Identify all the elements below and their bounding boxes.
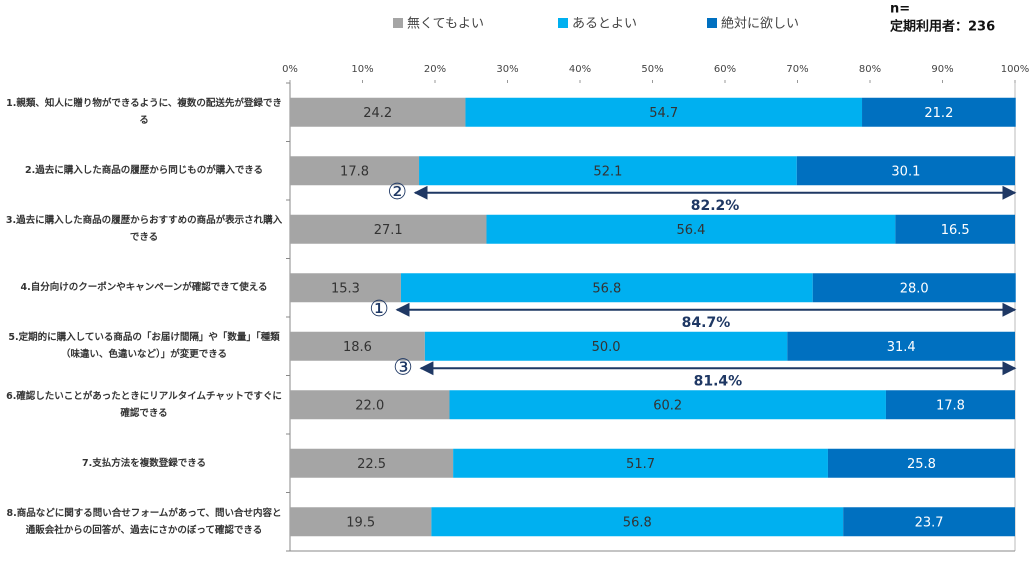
bar-segment bbox=[290, 507, 432, 537]
category-label: 4.自分向けのクーポンやキャンペーンが確認できて使える bbox=[20, 282, 268, 294]
bar-segment bbox=[895, 214, 1015, 244]
legend-label: 無くてもよい bbox=[407, 17, 484, 32]
sample-label: n= bbox=[890, 2, 910, 17]
annotation-label: 81.4% bbox=[694, 373, 743, 389]
category-label: 6.確認したいことがあったときにリアルタイムチャットですぐに確認できる bbox=[6, 390, 282, 419]
value-label: 17.8 bbox=[936, 398, 965, 413]
value-label: 18.6 bbox=[343, 340, 372, 355]
legend-label: あるとよい bbox=[572, 17, 637, 32]
bar-segment bbox=[812, 273, 1016, 303]
x-tick-label: 10% bbox=[351, 64, 373, 75]
annotation-marker: ① bbox=[369, 297, 389, 322]
value-label: 28.0 bbox=[900, 281, 929, 296]
value-label: 30.1 bbox=[891, 164, 920, 179]
annotation-marker: ③ bbox=[393, 355, 413, 380]
annotation-label: 84.7% bbox=[682, 315, 731, 331]
bar-segment bbox=[290, 331, 425, 361]
value-label: 27.1 bbox=[374, 223, 403, 238]
value-label: 56.8 bbox=[592, 281, 621, 296]
value-label: 51.7 bbox=[626, 457, 655, 472]
value-label: 56.8 bbox=[623, 515, 652, 530]
bar-segment bbox=[290, 156, 420, 186]
value-label: 23.7 bbox=[915, 515, 944, 530]
bar-segment bbox=[449, 390, 886, 420]
x-tick-label: 30% bbox=[496, 64, 518, 75]
x-tick-label: 80% bbox=[859, 64, 881, 75]
value-label: 15.3 bbox=[331, 281, 360, 296]
value-label: 31.4 bbox=[887, 340, 916, 355]
value-label: 60.2 bbox=[653, 398, 682, 413]
x-tick-label: 20% bbox=[424, 64, 446, 75]
x-tick-label: 60% bbox=[714, 64, 736, 75]
category-label: 3.過去に購入した商品の履歴からおすすめの商品が表示され購入できる bbox=[5, 215, 283, 244]
bar-segment bbox=[862, 97, 1016, 127]
sample-text: 定期利用者：236 bbox=[889, 19, 995, 35]
bar-segment bbox=[290, 97, 466, 127]
bar-segment bbox=[431, 507, 844, 537]
bar-segment bbox=[424, 331, 788, 361]
annotation-marker: ② bbox=[387, 180, 407, 205]
value-label: 19.5 bbox=[346, 515, 375, 530]
value-label: 22.5 bbox=[357, 457, 386, 472]
bar-segment bbox=[486, 214, 896, 244]
category-label: 7.支払方法を複数登録できる bbox=[81, 457, 207, 469]
value-label: 25.8 bbox=[907, 457, 936, 472]
value-label: 22.0 bbox=[355, 398, 384, 413]
category-label: 1.親類、知人に贈り物ができるように、複数の配送先が登録できる bbox=[6, 98, 282, 127]
bar-segment bbox=[400, 273, 813, 303]
category-label: 2.過去に購入した商品の履歴から同じものが購入できる bbox=[24, 165, 264, 177]
value-label: 50.0 bbox=[592, 340, 621, 355]
bar-segment bbox=[290, 273, 401, 303]
bar-segment bbox=[290, 214, 487, 244]
bar-segment bbox=[465, 97, 863, 127]
x-tick-label: 90% bbox=[931, 64, 953, 75]
bar-segment bbox=[419, 156, 797, 186]
value-label: 21.2 bbox=[924, 106, 953, 121]
x-tick-label: 0% bbox=[282, 64, 298, 75]
value-label: 16.5 bbox=[941, 223, 970, 238]
bar-segment bbox=[843, 507, 1015, 537]
annotation-label: 82.2% bbox=[691, 198, 740, 214]
bar-segment bbox=[827, 448, 1015, 478]
value-label: 52.1 bbox=[593, 164, 622, 179]
value-label: 17.8 bbox=[340, 164, 369, 179]
value-label: 24.2 bbox=[363, 106, 392, 121]
category-label: 5.定期的に購入している商品の「お届け間隔」や「数量」「種類（味違い、色違いなど… bbox=[8, 332, 280, 361]
category-label: 8.商品などに関する問い合せフォームがあって、問い合せ内容と通販会社からの回答が… bbox=[6, 507, 282, 536]
bar-segment bbox=[290, 390, 450, 420]
value-label: 56.4 bbox=[676, 223, 705, 238]
legend-swatch bbox=[558, 18, 568, 28]
legend-swatch bbox=[393, 18, 403, 28]
bar-segment bbox=[290, 448, 454, 478]
x-tick-label: 100% bbox=[1001, 64, 1030, 75]
legend-label: 絶対に欲しい bbox=[721, 16, 799, 32]
x-tick-label: 50% bbox=[641, 64, 663, 75]
bar-segment bbox=[787, 331, 1015, 361]
bar-segment bbox=[453, 448, 828, 478]
bar-segment bbox=[885, 390, 1015, 420]
x-tick-label: 70% bbox=[786, 64, 808, 75]
value-label: 54.7 bbox=[649, 106, 678, 121]
bar-segment bbox=[796, 156, 1015, 186]
legend-swatch bbox=[707, 18, 717, 28]
x-tick-label: 40% bbox=[569, 64, 591, 75]
